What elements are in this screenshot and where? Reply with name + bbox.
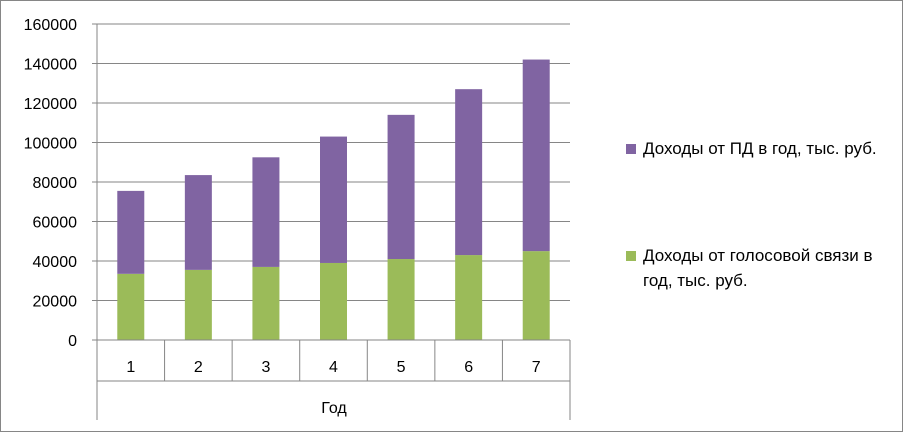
bar-data-4 bbox=[320, 136, 347, 263]
x-axis-title: Год bbox=[321, 400, 347, 417]
gridlines bbox=[92, 23, 570, 341]
x-tick-label: 3 bbox=[261, 359, 270, 376]
y-tick-label: 160000 bbox=[24, 17, 77, 34]
legend: Доходы от ПД в год, тыс. руб. bbox=[626, 136, 886, 161]
x-tick-labels: 1 2 3 4 5 6 7 bbox=[126, 359, 540, 376]
y-tick-label: 80000 bbox=[33, 175, 78, 192]
bar-voice-5 bbox=[387, 259, 415, 340]
x-tick-label: 5 bbox=[397, 359, 406, 376]
x-tick-label: 4 bbox=[329, 359, 338, 376]
bar-voice-4 bbox=[320, 262, 347, 340]
legend-item-data: Доходы от ПД в год, тыс. руб. bbox=[626, 136, 886, 161]
bar-data-5 bbox=[387, 114, 415, 260]
bar-voice-7 bbox=[522, 251, 550, 340]
y-tick-label: 60000 bbox=[33, 215, 78, 232]
legend-label-voice: Доходы от голосовой связи в год, тыс. ру… bbox=[643, 246, 873, 290]
y-tick-label: 0 bbox=[68, 333, 77, 350]
y-tick-labels: 0 20000 40000 60000 80000 100000 120000 140000 1… bbox=[24, 17, 77, 350]
bar-voice-2 bbox=[184, 269, 212, 340]
bar-data-6 bbox=[455, 89, 483, 256]
axes bbox=[96, 24, 571, 420]
bar-data-1 bbox=[117, 190, 145, 274]
y-tick-label: 20000 bbox=[33, 294, 78, 311]
y-tick-label: 120000 bbox=[24, 96, 77, 113]
legend-2: Доходы от голосовой связи в год, тыс. ру… bbox=[626, 243, 886, 293]
bar-voice-3 bbox=[252, 266, 280, 340]
bar-data-7 bbox=[522, 59, 550, 252]
x-tick-label: 1 bbox=[126, 359, 135, 376]
y-tick-label: 40000 bbox=[33, 254, 78, 271]
x-tick-label: 6 bbox=[464, 359, 473, 376]
legend-swatch-voice bbox=[626, 251, 636, 261]
bar-voice-1 bbox=[117, 273, 145, 340]
bar-voice-6 bbox=[455, 255, 483, 340]
bars bbox=[117, 59, 550, 340]
bar-data-3 bbox=[252, 157, 280, 267]
y-tick-label: 140000 bbox=[24, 57, 77, 74]
y-tick-label: 100000 bbox=[24, 136, 77, 153]
legend-swatch-data bbox=[626, 144, 636, 154]
legend-item-voice: Доходы от голосовой связи в год, тыс. ру… bbox=[626, 243, 886, 293]
x-tick-label: 7 bbox=[532, 359, 541, 376]
legend-label-data: Доходы от ПД в год, тыс. руб. bbox=[643, 139, 877, 158]
bar-data-2 bbox=[184, 175, 212, 270]
x-tick-label: 2 bbox=[194, 359, 203, 376]
